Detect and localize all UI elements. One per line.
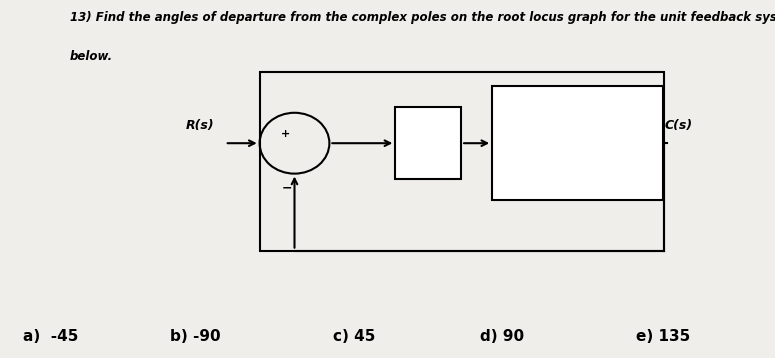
Text: s(s+2)(s²+4s+8): s(s+2)(s²+4s+8) <box>532 166 622 176</box>
Text: C(s): C(s) <box>664 119 692 132</box>
Text: e) 135: e) 135 <box>636 329 690 344</box>
Text: 13) Find the angles of departure from the complex poles on the root locus graph : 13) Find the angles of departure from th… <box>70 11 775 24</box>
Text: (s+4): (s+4) <box>560 115 594 125</box>
Text: d) 90: d) 90 <box>480 329 525 344</box>
Text: +: + <box>281 129 290 139</box>
Text: −: − <box>281 182 292 194</box>
Text: c) 45: c) 45 <box>333 329 376 344</box>
Text: a)  -45: a) -45 <box>23 329 78 344</box>
Text: K: K <box>421 134 436 152</box>
Text: below.: below. <box>70 50 113 63</box>
Text: b) -90: b) -90 <box>170 329 221 344</box>
Text: R(s): R(s) <box>186 119 215 132</box>
FancyBboxPatch shape <box>395 107 461 179</box>
FancyBboxPatch shape <box>492 86 663 200</box>
